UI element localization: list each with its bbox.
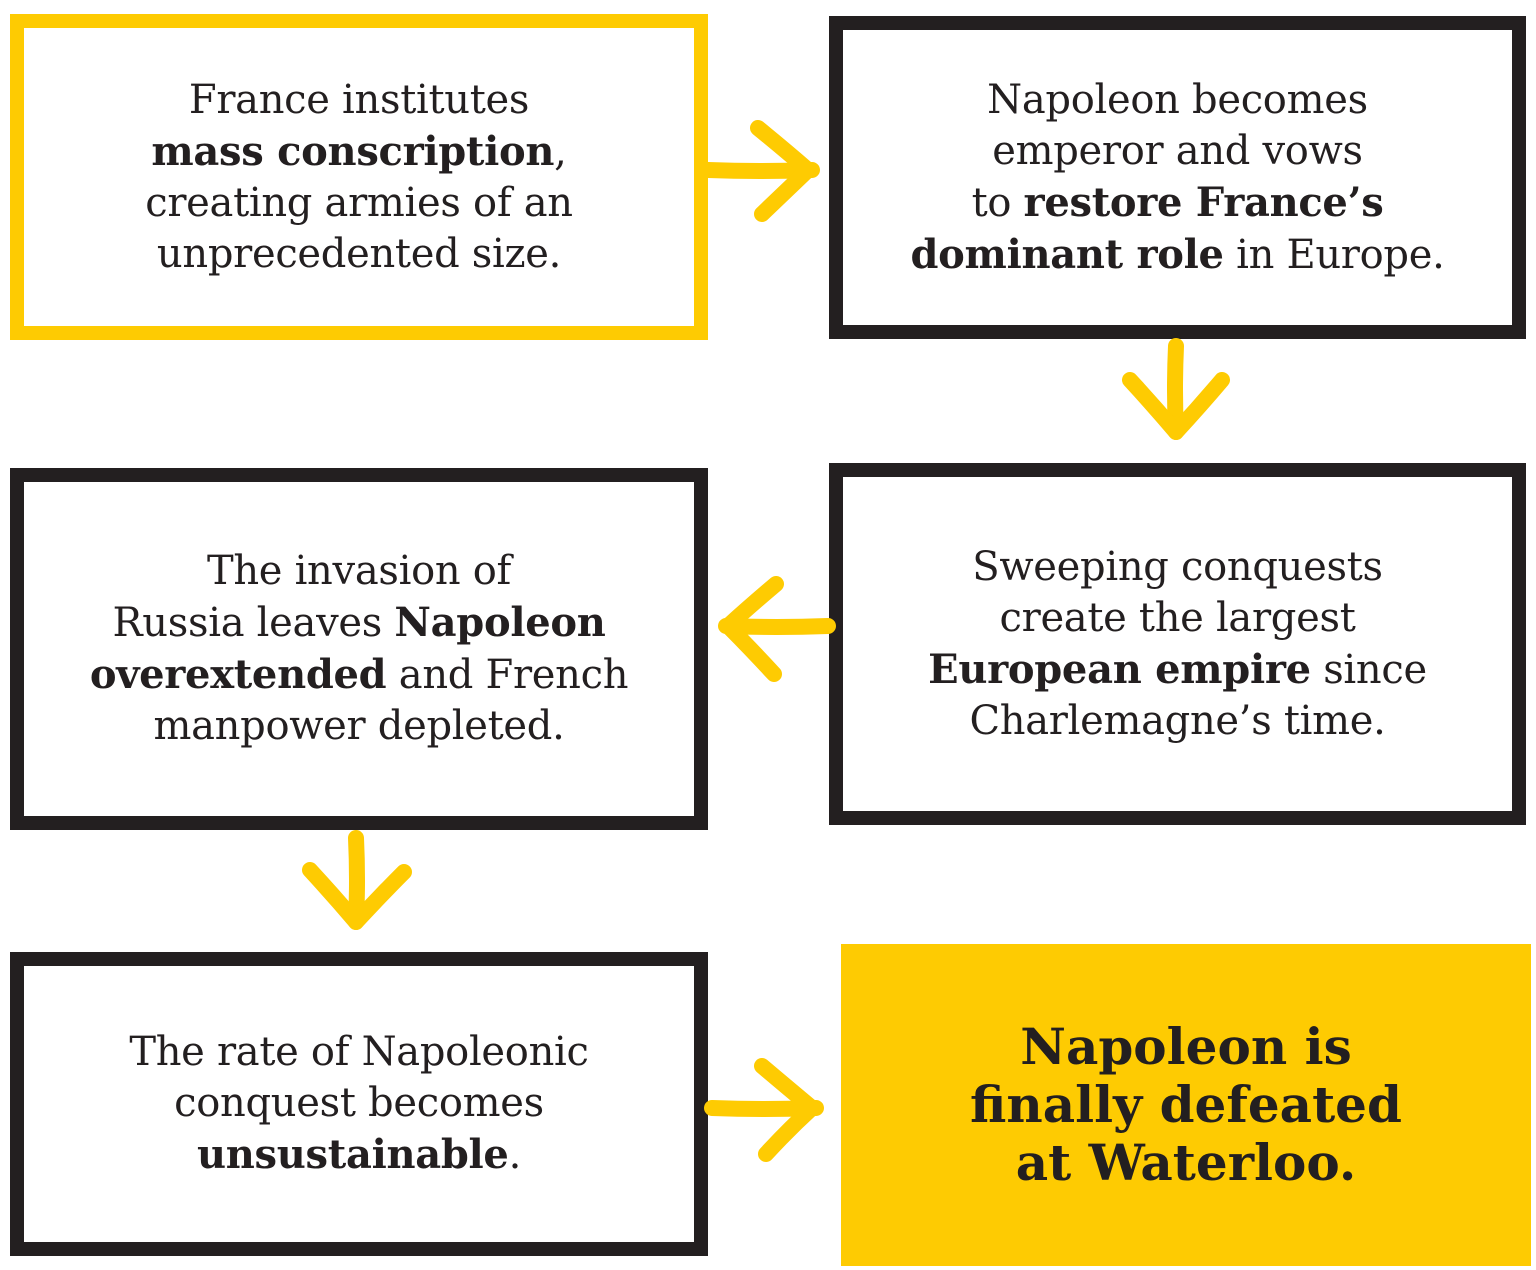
step-line: to restore France’s: [911, 177, 1445, 229]
step-text-fragment: in Europe.: [1223, 231, 1445, 278]
step-text-fragment: Russia leaves: [112, 600, 395, 646]
step-box-napoleon-emperor: Napoleon becomes emperor and vows to res…: [829, 16, 1526, 339]
step-text-fragment: and French: [386, 652, 629, 698]
step-text-fragment: ,: [554, 128, 567, 175]
emphasis-text: dominant role: [910, 230, 1224, 278]
emphasis-text: unsustainable: [196, 1131, 509, 1178]
step-text: Napoleon becomes emperor and vows to res…: [911, 75, 1445, 281]
step-line: at Waterloo.: [1015, 1133, 1357, 1192]
step-line: overextended and French: [89, 649, 629, 701]
step-line: unsustainable.: [129, 1129, 588, 1181]
step-box-waterloo: Napoleon is finally defeated at Waterloo…: [841, 944, 1531, 1266]
step-line: creating armies of an: [145, 179, 573, 226]
emphasis-text: European empire: [928, 645, 1311, 693]
emphasis-text: overextended: [89, 651, 387, 698]
emphasis-text: restore France’s: [1023, 178, 1384, 226]
step-box-sweeping-conquests: Sweeping conquests create the largest Eu…: [829, 463, 1526, 825]
step-line: Sweeping conquests: [972, 543, 1383, 590]
arrow-left-icon: [718, 576, 836, 682]
step-box-unsustainable-conquest: The rate of Napoleonic conquest becomes …: [10, 952, 708, 1256]
step-line: European empire since: [928, 644, 1427, 696]
step-line: Charlemagne’s time.: [969, 697, 1386, 744]
step-line: dominant role in Europe.: [911, 229, 1445, 281]
step-line: Russia leaves Napoleon: [90, 597, 628, 649]
arrow-right-icon: [700, 120, 820, 222]
step-text: France institutes mass conscription, cre…: [145, 75, 573, 280]
step-box-invasion-of-russia: The invasion of Russia leaves Napoleon o…: [10, 468, 708, 830]
step-line: The invasion of: [206, 548, 512, 594]
step-text-fragment: to: [971, 179, 1024, 226]
final-step-text: Napoleon is finally defeated at Waterloo…: [970, 1018, 1402, 1192]
step-line: unprecedented size.: [156, 230, 562, 277]
step-line: emperor and vows: [992, 127, 1363, 174]
step-text-fragment: .: [508, 1132, 522, 1178]
step-box-mass-conscription: France institutes mass conscription, cre…: [10, 14, 708, 340]
step-line: Napoleon becomes: [987, 76, 1368, 123]
step-text: The invasion of Russia leaves Napoleon o…: [89, 546, 629, 752]
step-line: create the largest: [999, 594, 1356, 641]
emphasis-text: Napoleon: [394, 599, 606, 646]
emphasis-text: mass conscription: [151, 127, 555, 175]
step-text: The rate of Napoleonic conquest becomes …: [129, 1027, 589, 1181]
arrow-down-icon: [302, 830, 412, 930]
step-line: mass conscription,: [145, 126, 573, 178]
step-text-fragment: since: [1310, 646, 1427, 693]
step-line: Napoleon is: [1020, 1017, 1352, 1076]
step-line: conquest becomes: [174, 1080, 544, 1126]
step-line: manpower depleted.: [153, 703, 565, 749]
arrow-down-icon: [1122, 338, 1230, 440]
step-line: France institutes: [188, 76, 530, 123]
arrow-right-icon: [704, 1058, 824, 1162]
step-line: The rate of Napoleonic: [129, 1029, 589, 1075]
step-line: finally defeated: [970, 1075, 1402, 1134]
step-text: Sweeping conquests create the largest Eu…: [928, 542, 1427, 747]
